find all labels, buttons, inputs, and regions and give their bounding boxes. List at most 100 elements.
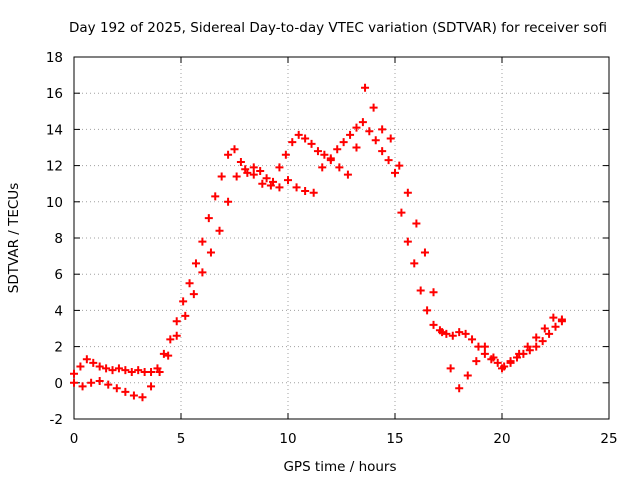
data-point — [429, 320, 438, 329]
data-point — [335, 163, 344, 172]
data-point — [498, 364, 506, 373]
data-point — [102, 364, 111, 373]
data-point — [371, 136, 380, 145]
data-point — [412, 219, 421, 228]
y-tick-label: 4 — [54, 303, 63, 319]
data-point — [179, 297, 188, 306]
x-tick-label: 25 — [600, 431, 617, 447]
data-point — [191, 259, 200, 268]
data-point — [318, 163, 327, 172]
data-point — [339, 138, 348, 147]
data-point — [198, 268, 207, 277]
data-point — [532, 333, 541, 342]
data-point — [352, 123, 361, 132]
data-point — [540, 324, 549, 333]
data-point — [369, 103, 378, 112]
x-axis-label: GPS time / hours — [283, 459, 396, 475]
data-point — [442, 329, 451, 338]
data-point — [468, 335, 477, 344]
x-tick-label: 20 — [493, 431, 510, 447]
y-axis-label: SDTVAR / TECUs — [6, 183, 22, 293]
data-point — [185, 279, 194, 288]
data-point — [448, 331, 457, 340]
data-point — [391, 168, 399, 177]
data-point — [446, 364, 455, 373]
data-point — [284, 176, 292, 185]
data-points — [70, 83, 566, 402]
y-tick-label: 0 — [54, 376, 63, 392]
data-point — [294, 130, 303, 139]
y-tick-label: 10 — [46, 195, 63, 211]
data-point — [480, 342, 489, 351]
data-point — [489, 353, 498, 362]
data-point — [249, 170, 258, 179]
data-point — [104, 380, 113, 389]
data-point — [493, 358, 502, 367]
data-point — [292, 183, 301, 192]
data-point — [256, 167, 265, 176]
data-point — [78, 382, 87, 391]
data-point — [378, 125, 387, 134]
data-point — [352, 143, 361, 152]
data-point — [204, 214, 213, 223]
data-point — [549, 313, 558, 322]
data-point — [258, 179, 267, 188]
data-point — [320, 150, 329, 159]
data-point — [397, 208, 406, 217]
data-point — [164, 351, 173, 360]
data-point — [206, 248, 215, 257]
data-point — [461, 329, 470, 338]
data-point — [545, 329, 554, 338]
y-tick-label: 2 — [54, 340, 63, 356]
x-tick-label: 0 — [70, 431, 79, 447]
data-point — [301, 186, 310, 195]
data-point — [307, 139, 316, 148]
data-point — [114, 364, 123, 373]
y-tick-label: 18 — [46, 50, 63, 66]
chart-title: Day 192 of 2025, Sidereal Day-to-day VTE… — [69, 20, 607, 36]
data-point — [288, 138, 297, 147]
data-point — [236, 157, 245, 166]
data-point — [403, 237, 412, 246]
data-point — [275, 183, 284, 192]
grid-lines — [74, 57, 609, 419]
data-point — [121, 387, 130, 396]
data-point — [224, 197, 233, 206]
data-point — [420, 248, 429, 257]
y-tick-label: -2 — [50, 412, 63, 428]
data-point — [249, 163, 258, 172]
data-point — [386, 134, 395, 143]
y-tick-label: 6 — [54, 267, 63, 283]
data-point — [134, 366, 143, 375]
data-point — [198, 237, 207, 246]
data-point — [532, 342, 541, 351]
data-point — [82, 355, 91, 364]
data-point — [241, 165, 250, 174]
data-point — [403, 188, 412, 197]
data-point — [70, 369, 78, 378]
data-point — [429, 288, 438, 297]
data-point — [189, 290, 198, 299]
data-point — [346, 130, 355, 139]
data-point — [224, 150, 233, 159]
data-point — [127, 367, 136, 376]
data-point — [217, 172, 226, 181]
x-tick-label: 5 — [177, 431, 186, 447]
data-point — [326, 156, 335, 165]
data-point — [159, 349, 168, 358]
data-point — [266, 181, 275, 190]
data-point — [129, 391, 138, 400]
data-point — [87, 378, 96, 387]
data-point — [438, 328, 447, 337]
data-point — [395, 161, 404, 170]
data-point — [523, 342, 532, 351]
data-point — [215, 226, 224, 235]
data-point — [232, 172, 241, 181]
data-point — [309, 188, 318, 197]
data-point — [76, 362, 85, 371]
data-point — [172, 331, 181, 340]
data-point — [333, 145, 342, 154]
data-point — [181, 311, 190, 320]
data-point — [155, 367, 164, 376]
